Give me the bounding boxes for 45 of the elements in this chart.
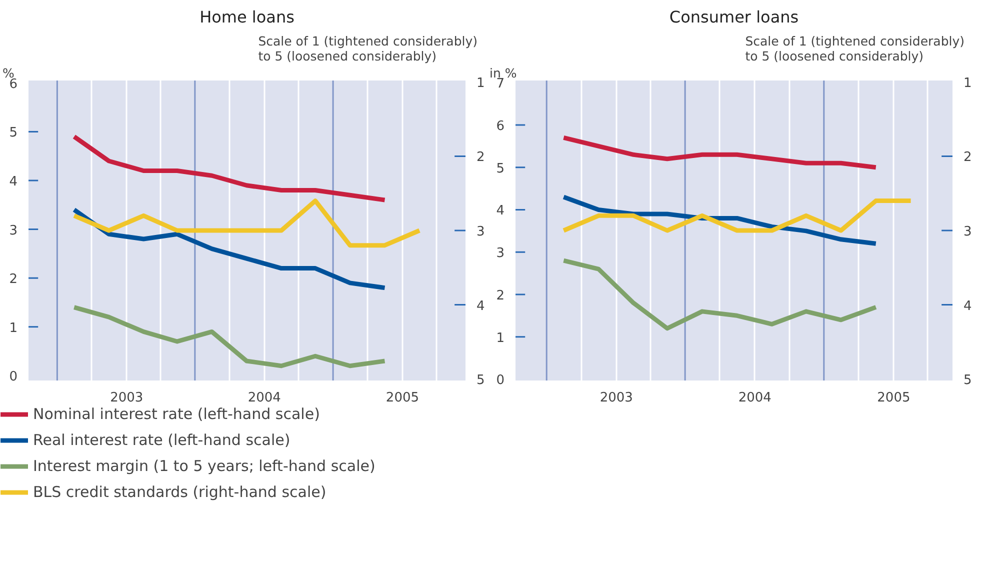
y-tick-label: 1	[9, 320, 18, 336]
y-tick-label: 3	[496, 246, 505, 262]
line-series	[561, 258, 878, 331]
x-tick-label: 2003	[110, 390, 144, 406]
y2-axis-title: Scale of 1 (tightened considerably) to 5 (loosened considerably)	[258, 34, 478, 64]
y2-axis-title: Scale of 1 (tightened considerably) to 5 (loosened considerably)	[745, 34, 965, 64]
legend-label: Real interest rate (left-hand scale)	[33, 431, 290, 449]
y2-tick-label: 4	[964, 298, 972, 314]
y-tick-label: 3	[9, 223, 18, 238]
y-tick-label: 1	[496, 330, 505, 346]
line-series	[72, 134, 387, 202]
y2-tick-label: 3	[964, 224, 972, 240]
y-tick-label: 2	[9, 272, 18, 288]
line-series	[72, 208, 387, 290]
legend-label: BLS credit standards (right-hand scale)	[33, 483, 326, 501]
x-tick-label: 2003	[600, 390, 633, 406]
legend-label: Interest margin (1 to 5 years; left-hand scale)	[33, 457, 376, 475]
y-tick-label: 6	[496, 118, 505, 134]
y-tick-label: 5	[9, 126, 18, 141]
y-tick-label: 4	[496, 204, 505, 219]
line-series	[72, 305, 387, 368]
y2-tick-label: 4	[476, 298, 485, 314]
y-tick-label: 4	[9, 174, 18, 190]
y2-tick-label: 1	[964, 76, 972, 91]
y2-tick-label: 1	[476, 76, 485, 91]
y-tick-label: 6	[9, 76, 18, 92]
legend-label: Nominal interest rate (left-hand scale)	[33, 405, 320, 423]
y2-tick-label: 2	[964, 150, 972, 166]
line-series	[72, 198, 422, 248]
x-tick-label: 2004	[248, 390, 281, 406]
y-tick-label: 0	[9, 370, 18, 385]
x-tick-label: 2005	[386, 390, 420, 406]
x-tick-label: 2004	[738, 390, 772, 406]
x-tick-label: 2005	[877, 390, 910, 406]
y2-tick-label: 2	[476, 150, 485, 166]
chart-title: Consumer loans	[669, 8, 799, 26]
chart-title: Home loans	[200, 8, 294, 26]
y-tick-label: 0	[496, 373, 505, 388]
y-tick-label: 7	[496, 76, 505, 92]
y2-tick-label: 5	[476, 373, 485, 388]
y2-tick-label: 5	[964, 373, 972, 388]
y-tick-label: 2	[496, 288, 505, 304]
y-tick-label: 5	[496, 161, 505, 176]
line-series	[561, 135, 878, 170]
y2-tick-label: 3	[476, 224, 485, 240]
